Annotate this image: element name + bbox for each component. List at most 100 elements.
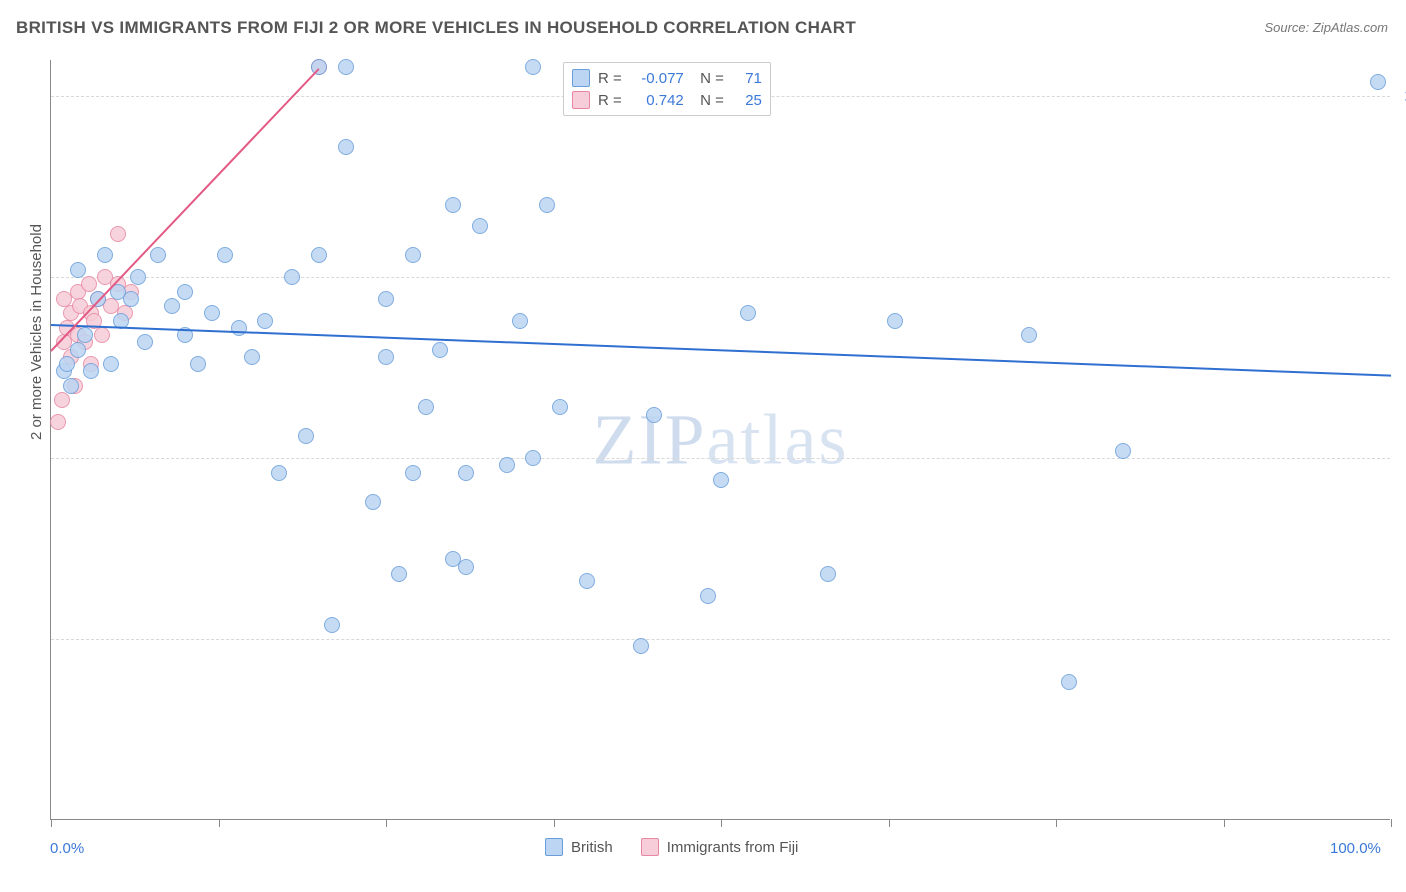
legend-label: British — [571, 839, 613, 856]
legend-label: Immigrants from Fiji — [667, 839, 799, 856]
data-point — [150, 247, 166, 263]
data-point — [820, 566, 836, 582]
x-tick — [386, 819, 387, 827]
data-point — [110, 226, 126, 242]
data-point — [405, 465, 421, 481]
data-point — [130, 269, 146, 285]
chart-title: BRITISH VS IMMIGRANTS FROM FIJI 2 OR MOR… — [16, 18, 856, 38]
gridline-h — [51, 277, 1390, 278]
data-point — [405, 247, 421, 263]
data-point — [338, 59, 354, 75]
legend-swatch-icon — [545, 838, 563, 856]
data-point — [525, 59, 541, 75]
data-point — [123, 291, 139, 307]
data-point — [137, 334, 153, 350]
data-point — [1021, 327, 1037, 343]
data-point — [77, 327, 93, 343]
data-point — [298, 428, 314, 444]
correlation-chart: BRITISH VS IMMIGRANTS FROM FIJI 2 OR MOR… — [0, 0, 1406, 892]
data-point — [365, 494, 381, 510]
regression-line — [50, 68, 319, 352]
data-point — [244, 349, 260, 365]
x-tick — [51, 819, 52, 827]
data-point — [324, 617, 340, 633]
data-point — [378, 349, 394, 365]
gridline-h — [51, 639, 1390, 640]
x-tick-label: 0.0% — [50, 840, 84, 857]
data-point — [83, 363, 99, 379]
stat-r-label: R = — [598, 70, 622, 87]
data-point — [391, 566, 407, 582]
data-point — [700, 588, 716, 604]
data-point — [338, 139, 354, 155]
x-tick — [1224, 819, 1225, 827]
data-point — [458, 465, 474, 481]
legend-item: Immigrants from Fiji — [641, 838, 799, 856]
data-point — [231, 320, 247, 336]
data-point — [378, 291, 394, 307]
data-point — [54, 392, 70, 408]
x-tick-label: 100.0% — [1330, 840, 1381, 857]
watermark-text: ZIPatlas — [593, 398, 849, 481]
data-point — [284, 269, 300, 285]
data-point — [646, 407, 662, 423]
data-point — [94, 327, 110, 343]
data-point — [257, 313, 273, 329]
data-point — [190, 356, 206, 372]
stats-row: R = 0.742 N = 25 — [572, 89, 762, 111]
stat-r-label: R = — [598, 92, 622, 109]
legend-swatch-icon — [572, 69, 590, 87]
data-point — [432, 342, 448, 358]
data-point — [217, 247, 233, 263]
data-point — [633, 638, 649, 654]
data-point — [539, 197, 555, 213]
data-point — [512, 313, 528, 329]
data-point — [713, 472, 729, 488]
data-point — [418, 399, 434, 415]
data-point — [472, 218, 488, 234]
stat-r-value: 0.742 — [630, 92, 684, 109]
stat-n-label: N = — [692, 70, 724, 87]
data-point — [1061, 674, 1077, 690]
data-point — [1370, 74, 1386, 90]
data-point — [70, 342, 86, 358]
y-axis-title: 2 or more Vehicles in Household — [28, 224, 45, 440]
data-point — [204, 305, 220, 321]
data-point — [887, 313, 903, 329]
data-point — [579, 573, 595, 589]
data-point — [552, 399, 568, 415]
stats-row: R = -0.077 N = 71 — [572, 67, 762, 89]
data-point — [177, 284, 193, 300]
data-point — [740, 305, 756, 321]
stats-legend: R = -0.077 N = 71 R = 0.742 N = 25 — [563, 62, 771, 116]
legend-item: British — [545, 838, 613, 856]
legend-swatch-icon — [572, 91, 590, 109]
x-tick — [1056, 819, 1057, 827]
source-label: Source: ZipAtlas.com — [1264, 20, 1388, 35]
data-point — [1115, 443, 1131, 459]
data-point — [103, 356, 119, 372]
data-point — [525, 450, 541, 466]
stat-r-value: -0.077 — [630, 70, 684, 87]
data-point — [50, 414, 66, 430]
x-tick — [1391, 819, 1392, 827]
data-point — [81, 276, 97, 292]
x-tick — [889, 819, 890, 827]
data-point — [63, 378, 79, 394]
data-point — [311, 247, 327, 263]
bottom-legend: British Immigrants from Fiji — [545, 838, 798, 856]
data-point — [499, 457, 515, 473]
data-point — [164, 298, 180, 314]
legend-swatch-icon — [641, 838, 659, 856]
data-point — [97, 247, 113, 263]
data-point — [59, 356, 75, 372]
plot-area: ZIPatlas 25.0%50.0%75.0%100.0% — [50, 60, 1390, 820]
data-point — [271, 465, 287, 481]
data-point — [458, 559, 474, 575]
stat-n-label: N = — [692, 92, 724, 109]
gridline-h — [51, 458, 1390, 459]
stat-n-value: 25 — [732, 92, 762, 109]
stat-n-value: 71 — [732, 70, 762, 87]
data-point — [445, 197, 461, 213]
data-point — [70, 262, 86, 278]
